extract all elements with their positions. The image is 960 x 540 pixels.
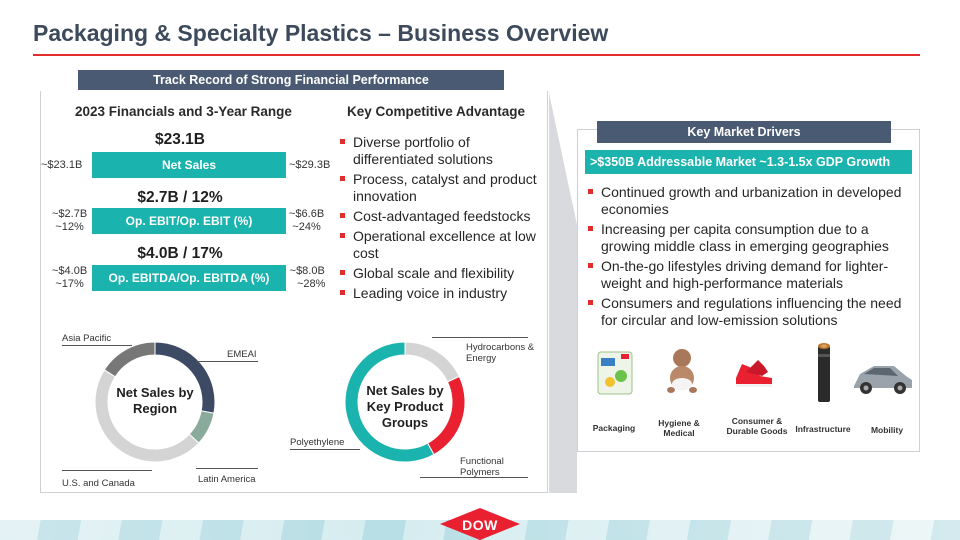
market-label-consumer: Consumer & Durable Goods <box>726 416 788 436</box>
car-icon <box>854 366 912 394</box>
dow-logo-text: DOW <box>462 517 498 533</box>
ebit-high: ~$6.6B ~24% <box>289 208 325 233</box>
product-slice-polyethylene <box>344 341 435 463</box>
cable-icon <box>818 343 830 402</box>
track-record-panel <box>40 91 548 493</box>
leader-line <box>196 361 258 362</box>
net-sales-box: Net Sales <box>92 152 286 178</box>
sneakers-icon <box>736 360 772 387</box>
competitive-item: Global scale and flexibility <box>338 265 538 282</box>
driver-item: On-the-go lifestyles driving demand for … <box>586 258 916 292</box>
driver-item: Consumers and regulations influencing th… <box>586 295 916 329</box>
leader-line <box>62 345 132 346</box>
competitive-list: Diverse portfolio of differentiated solu… <box>338 134 538 305</box>
leader-line <box>62 470 152 471</box>
ebitda-box: Op. EBITDA/Op. EBITDA (%) <box>92 265 286 291</box>
ebitda-low: ~$4.0B ~17% <box>52 265 88 290</box>
market-label-mobility: Mobility <box>870 425 904 435</box>
driver-item: Continued growth and urbanization in dev… <box>586 184 916 218</box>
title-divider <box>33 54 920 56</box>
ebitda-value: $4.0B / 17% <box>137 245 223 262</box>
region-label-emeai: EMEAI <box>227 349 257 360</box>
market-label-hygiene: Hygiene & Medical <box>658 418 700 438</box>
baby-icon <box>667 349 697 393</box>
panel-connector <box>549 93 577 493</box>
market-drivers-banner: Key Market Drivers <box>597 121 891 143</box>
net-sales-high: ~$29.3B <box>289 159 331 171</box>
ebit-value: $2.7B / 12% <box>137 189 223 206</box>
product-label-polyethylene: Polyethylene <box>290 437 345 448</box>
region-donut <box>94 341 216 463</box>
page-title: Packaging & Specialty Plastics – Busines… <box>33 20 609 46</box>
driver-item: Increasing per capita consumption due to… <box>586 221 916 255</box>
net-sales-value: $23.1B <box>155 131 205 148</box>
competitive-item: Operational excellence at low cost <box>338 228 538 262</box>
addressable-market-bar: >$350B Addressable Market ~1.3-1.5x GDP … <box>585 150 912 174</box>
market-icons <box>580 338 920 408</box>
ebit-low: ~$2.7B ~12% <box>52 208 88 233</box>
leader-line <box>432 337 528 338</box>
competitive-item: Cost-advantaged feedstocks <box>338 208 538 225</box>
market-label-infrastructure: Infrastructure <box>795 424 851 434</box>
track-record-banner: Track Record of Strong Financial Perform… <box>78 70 504 90</box>
product-donut-label: Net Sales by Key Product Groups <box>366 383 444 430</box>
ebit-box: Op. EBIT/Op. EBIT (%) <box>92 208 286 234</box>
region-label-us: U.S. and Canada <box>62 478 135 489</box>
detergent-pack-icon <box>597 351 633 395</box>
competitive-item: Leading voice in industry <box>338 285 538 302</box>
net-sales-low: ~$23.1B <box>41 159 83 171</box>
drivers-list: Continued growth and urbanization in dev… <box>586 184 916 332</box>
leader-line <box>196 468 258 469</box>
ebitda-high: ~$8.0B ~28% <box>289 265 326 290</box>
region-slice-asia-pacific <box>103 341 156 378</box>
product-label-functional: Functional Polymers <box>460 456 504 478</box>
product-donut <box>344 341 466 463</box>
competitive-item: Diverse portfolio of differentiated solu… <box>338 134 538 168</box>
market-label-packaging: Packaging <box>592 423 636 433</box>
financials-heading: 2023 Financials and 3-Year Range <box>75 104 292 119</box>
competitive-heading: Key Competitive Advantage <box>347 104 526 119</box>
market-drivers-panel <box>577 129 920 452</box>
region-label-latam: Latin America <box>198 474 256 485</box>
product-label-hydrocarbons: Hydrocarbons & Energy <box>466 342 535 364</box>
region-label-asia: Asia Pacific <box>62 333 112 344</box>
region-donut-label: Net Sales by Region <box>116 385 194 416</box>
product-slice-hydrocarbons-energy <box>404 341 460 383</box>
leader-line <box>420 477 528 478</box>
leader-line <box>290 449 360 450</box>
competitive-item: Process, catalyst and product innovation <box>338 171 538 205</box>
dow-logo <box>440 508 520 540</box>
